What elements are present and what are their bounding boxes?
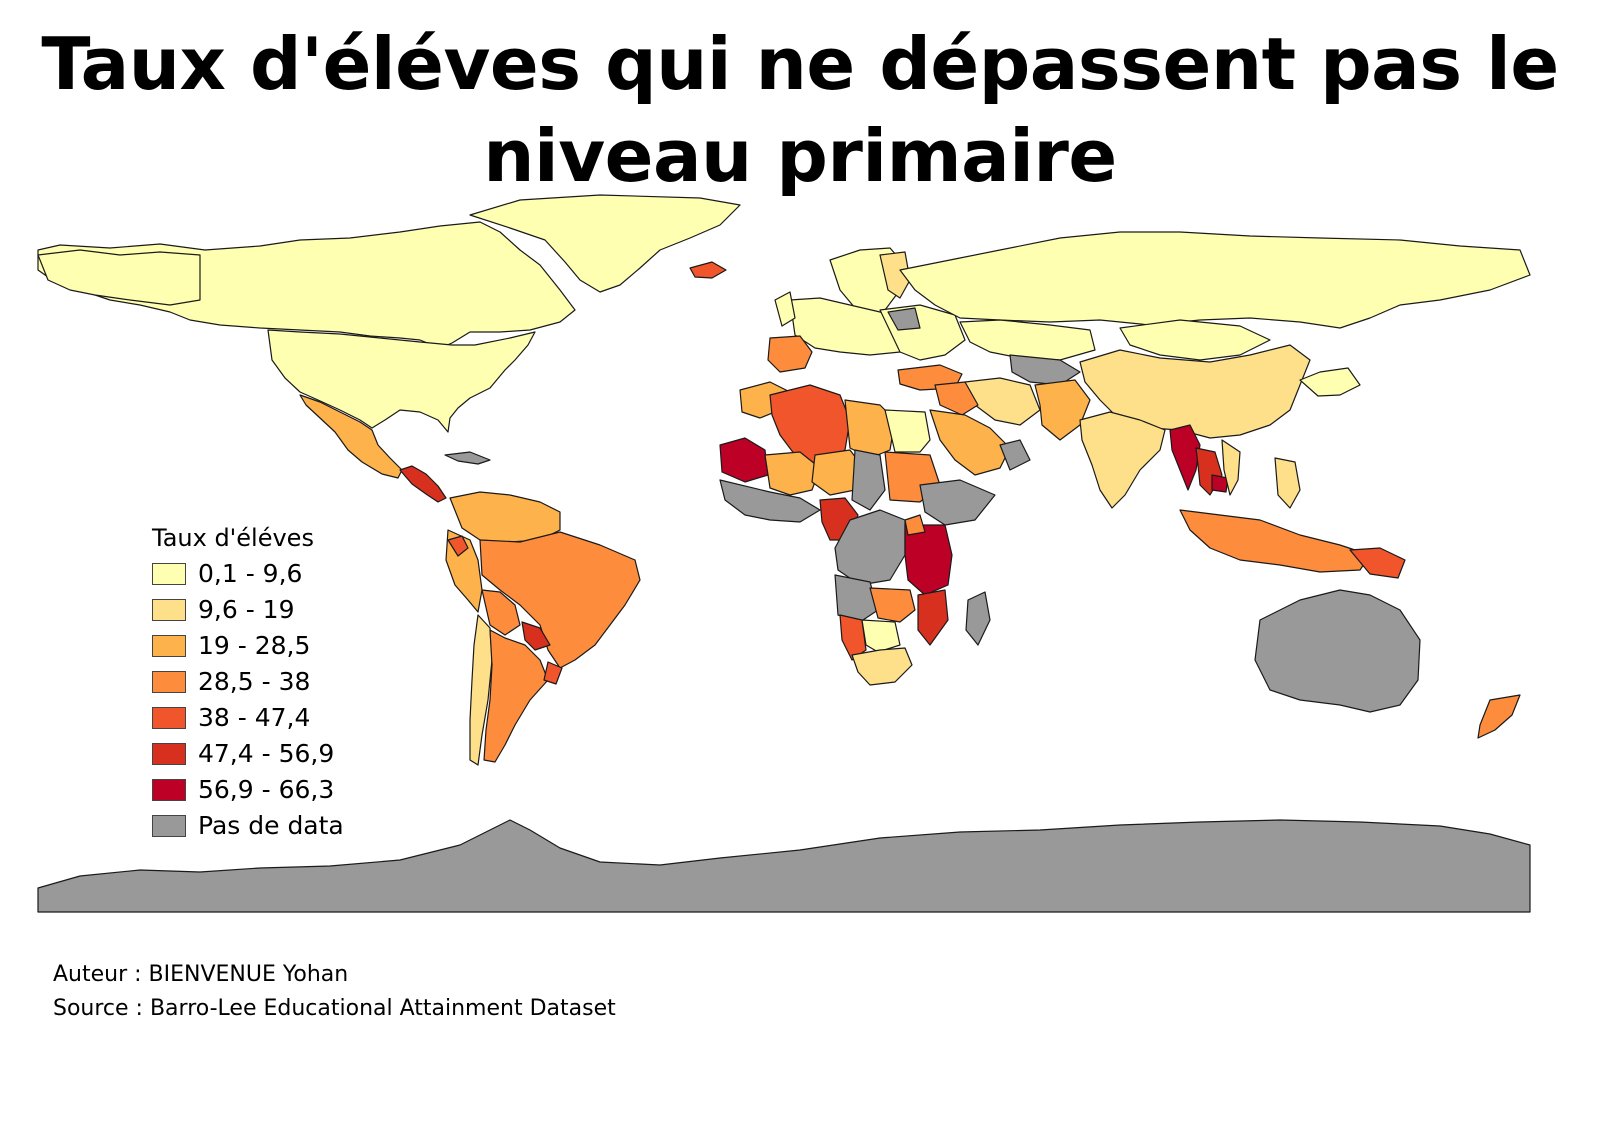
- legend-item: Pas de data: [152, 808, 344, 844]
- region-ethiopia-horn: [919, 479, 996, 526]
- region-myanmar: [1169, 424, 1201, 491]
- region-south-africa: [851, 647, 913, 686]
- region-greenland: [469, 194, 741, 293]
- region-bolivia: [481, 589, 521, 636]
- legend-item: 19 - 28,5: [152, 628, 344, 664]
- legend-swatch: [152, 635, 186, 657]
- region-australia: [1254, 589, 1421, 713]
- author-credit: Auteur : BIENVENUE Yohan: [53, 962, 349, 987]
- region-malaysia-indonesia: [1179, 509, 1371, 573]
- region-kenya-tanzania: [904, 524, 953, 596]
- region-cambodia: [1211, 474, 1229, 493]
- legend-swatch: [152, 779, 186, 801]
- legend-label: 56,9 - 66,3: [198, 775, 335, 804]
- legend-item: 47,4 - 56,9: [152, 736, 344, 772]
- region-mongolia: [1119, 319, 1271, 361]
- region-antarctica: [37, 819, 1531, 913]
- region-philippines: [1274, 457, 1301, 509]
- legend-label: 0,1 - 9,6: [198, 559, 303, 588]
- region-new-zealand: [1477, 694, 1521, 739]
- legend-label: Pas de data: [198, 811, 344, 840]
- region-russia: [899, 231, 1531, 329]
- region-mozambique: [917, 589, 949, 646]
- region-brazil: [479, 531, 641, 669]
- region-india: [1079, 411, 1166, 509]
- region-iraq-syria: [934, 381, 979, 416]
- legend-items: 0,1 - 9,6 9,6 - 19 19 - 28,5 28,5 - 38 3…: [152, 556, 344, 844]
- region-botswana-zim: [861, 619, 901, 653]
- legend-label: 38 - 47,4: [198, 703, 311, 732]
- region-uruguay: [543, 661, 563, 685]
- region-central-africa: [834, 509, 906, 586]
- region-afghanistan-pakistan: [1034, 379, 1091, 441]
- legend-swatch: [152, 599, 186, 621]
- region-ecuador: [447, 535, 469, 557]
- region-korea-japan: [1299, 367, 1361, 397]
- region-central-america: [399, 465, 447, 503]
- region-cuba: [444, 451, 491, 465]
- region-uganda: [904, 514, 926, 536]
- region-chad: [851, 449, 886, 511]
- legend-label: 9,6 - 19: [198, 595, 295, 624]
- region-iceland: [689, 261, 727, 279]
- region-libya: [844, 399, 896, 459]
- region-alaska: [37, 249, 201, 306]
- region-mali: [764, 451, 821, 496]
- region-yemen-oman: [999, 439, 1031, 471]
- legend-label: 19 - 28,5: [198, 631, 311, 660]
- region-arabian-peninsula: [929, 409, 1011, 476]
- legend-label: 47,4 - 56,9: [198, 739, 335, 768]
- legend-item: 56,9 - 66,3: [152, 772, 344, 808]
- map-legend: Taux d'éléves 0,1 - 9,6 9,6 - 19 19 - 28…: [152, 522, 344, 844]
- credits: Auteur : BIENVENUE Yohan Source : Barro-…: [53, 958, 616, 1026]
- legend-title: Taux d'éléves: [152, 524, 314, 552]
- legend-label: 28,5 - 38: [198, 667, 311, 696]
- legend-item: 0,1 - 9,6: [152, 556, 344, 592]
- legend-swatch: [152, 671, 186, 693]
- region-mexico: [299, 394, 403, 479]
- map-title: Taux d'éléves qui ne dépassent pas le ni…: [41, 22, 1559, 198]
- legend-swatch: [152, 743, 186, 765]
- region-angola: [834, 574, 879, 623]
- source-credit: Source : Barro-Lee Educational Attainmen…: [53, 996, 616, 1021]
- legend-swatch: [152, 707, 186, 729]
- region-mauritania: [719, 437, 769, 483]
- region-madagascar: [965, 591, 991, 646]
- region-belarus: [887, 307, 921, 331]
- region-finland: [879, 251, 911, 299]
- region-zambia: [869, 587, 916, 623]
- legend-swatch: [152, 815, 186, 837]
- region-south-america-north: [449, 491, 561, 543]
- region-argentina: [483, 629, 549, 763]
- region-uk: [774, 291, 796, 327]
- region-vietnam: [1221, 439, 1241, 496]
- legend-swatch: [152, 563, 186, 585]
- region-iberia: [767, 335, 813, 373]
- region-kazakhstan: [959, 319, 1096, 361]
- region-egypt: [884, 409, 931, 453]
- region-papua-new-guinea: [1349, 547, 1406, 579]
- region-west-africa: [719, 479, 821, 523]
- region-usa: [267, 329, 536, 433]
- legend-item: 28,5 - 38: [152, 664, 344, 700]
- legend-item: 9,6 - 19: [152, 592, 344, 628]
- region-paraguay: [521, 621, 551, 651]
- legend-item: 38 - 47,4: [152, 700, 344, 736]
- region-iran: [964, 377, 1041, 426]
